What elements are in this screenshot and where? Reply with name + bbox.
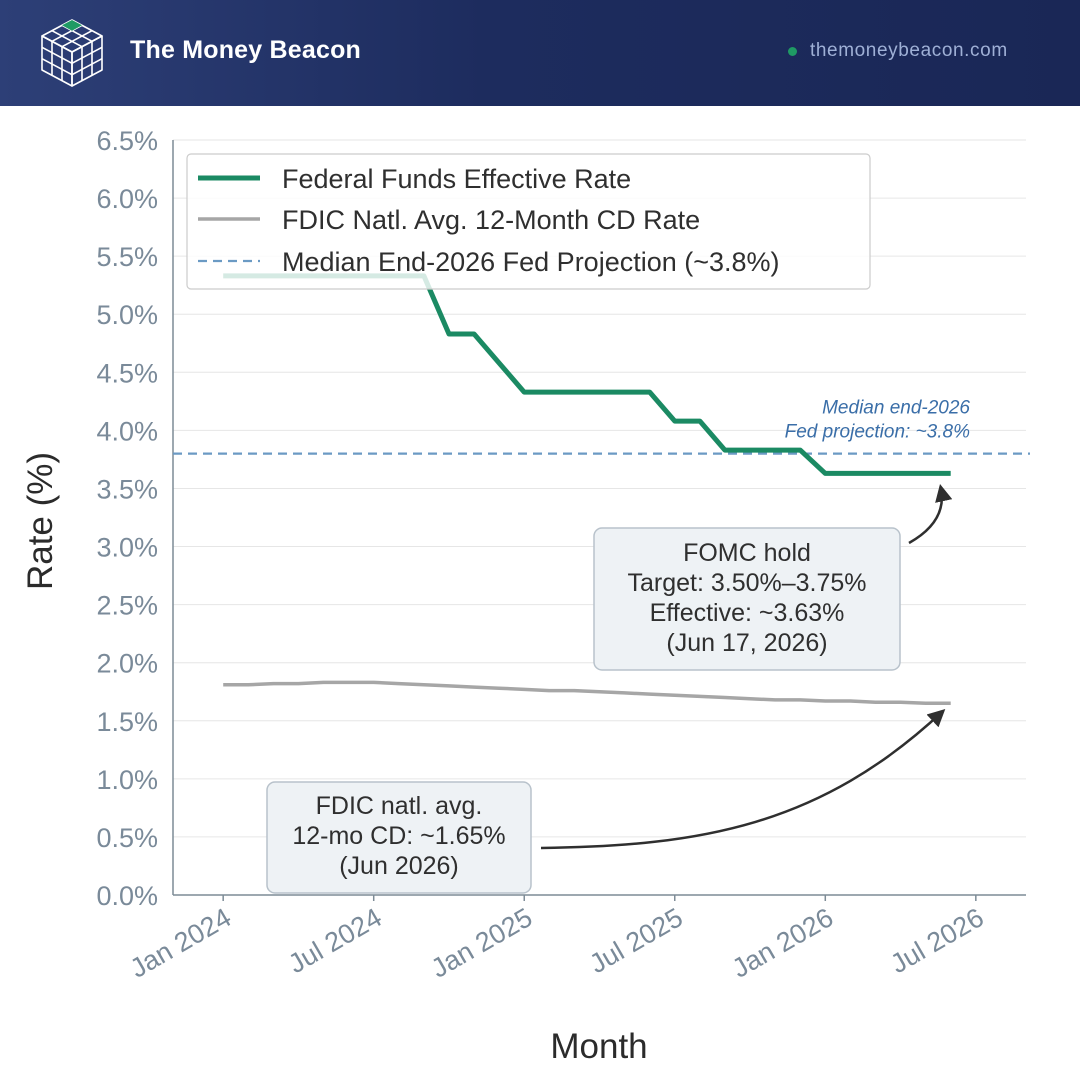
projection-label-line: Fed projection: ~3.8% <box>785 422 970 443</box>
legend: Federal Funds Effective Rate FDIC Natl. A… <box>186 153 871 290</box>
status-dot <box>788 47 797 56</box>
y-tick-label: 2.5% <box>96 591 158 621</box>
fomc-annotation-box <box>593 527 901 671</box>
y-tick-labels: 0.0% 0.5% 1.0% 1.5% 2.0% 2.5% 3.0% 3.5% 4.0% 4.5%… <box>96 126 158 911</box>
y-tick-label: 3.0% <box>96 533 158 563</box>
x-tick-label: Jul 2025 <box>584 902 687 979</box>
fomc-annotation-line: FOMC hold <box>683 539 811 567</box>
x-tick-label: Jan 2025 <box>426 902 537 984</box>
cd-annotation-line: (Jun 2026) <box>339 852 459 880</box>
legend-label: FDIC Natl. Avg. 12-Month CD Rate <box>282 205 700 235</box>
y-tick-label: 2.0% <box>96 649 158 679</box>
x-tick-labels: Jan 2024 Jul 2024 Jan 2025 Jul 2025 Jan 2026… <box>125 902 989 984</box>
x-tick-label: Jan 2024 <box>125 902 236 984</box>
projection-label: Median end-2026 Fed projection: ~3.8% <box>785 398 971 443</box>
fomc-annotation-line: Target: 3.50%–3.75% <box>627 569 866 597</box>
brand-name: The Money Beacon <box>130 36 362 64</box>
fomc-annotation-line: (Jun 17, 2026) <box>666 629 827 657</box>
fed-rate-line <box>223 273 951 476</box>
cd-annotation-line: FDIC natl. avg. <box>316 792 483 820</box>
y-tick-label: 5.0% <box>96 300 158 330</box>
cd-annotation-text: FDIC natl. avg. 12-mo CD: ~1.65% (Jun 2026… <box>292 792 505 880</box>
y-tick-label: 4.5% <box>96 358 158 388</box>
y-tick-label: 6.0% <box>96 184 158 214</box>
cd-rate-line <box>223 680 951 706</box>
axes <box>172 140 1026 901</box>
legend-label: Federal Funds Effective Rate <box>282 164 631 194</box>
y-tick-label: 1.5% <box>96 707 158 737</box>
cd-annotation-line: 12-mo CD: ~1.65% <box>292 822 505 850</box>
site-url[interactable]: themoneybeacon.com <box>810 40 1008 61</box>
y-tick-label: 0.5% <box>96 823 158 853</box>
x-tick-label: Jul 2024 <box>283 902 386 979</box>
cd-annotation-box <box>266 781 532 894</box>
y-tick-label: 6.5% <box>96 126 158 156</box>
annotations: Median end-2026 Fed projection: ~3.8% FOMC… <box>266 398 971 894</box>
x-tick-label: Jan 2026 <box>727 902 838 984</box>
fomc-arrow <box>908 483 953 545</box>
y-tick-label: 4.0% <box>96 416 158 446</box>
cube-grid-icon <box>41 19 103 87</box>
y-axis-title: Rate (%) <box>21 452 60 590</box>
rate-chart: 0.0% 0.5% 1.0% 1.5% 2.0% 2.5% 3.0% 3.5% 4.0% 4.5%… <box>21 126 1030 1066</box>
cd-arrow <box>540 708 946 850</box>
fomc-annotation-line: Effective: ~3.63% <box>650 599 845 627</box>
y-tick-label: 3.5% <box>96 474 158 504</box>
x-tick-label: Jul 2026 <box>885 902 988 979</box>
y-tick-label: 0.0% <box>96 881 158 911</box>
y-tick-label: 5.5% <box>96 242 158 272</box>
fomc-annotation-text: FOMC hold Target: 3.50%–3.75% Effective: ~… <box>627 539 866 657</box>
y-tick-label: 1.0% <box>96 765 158 795</box>
projection-label-line: Median end-2026 <box>822 398 970 419</box>
x-axis-title: Month <box>550 1027 647 1066</box>
legend-label: Median End-2026 Fed Projection (~3.8%) <box>282 247 780 277</box>
legend-box <box>186 153 871 290</box>
header-bar: The Money Beacon themoneybeacon.com <box>0 0 1080 106</box>
